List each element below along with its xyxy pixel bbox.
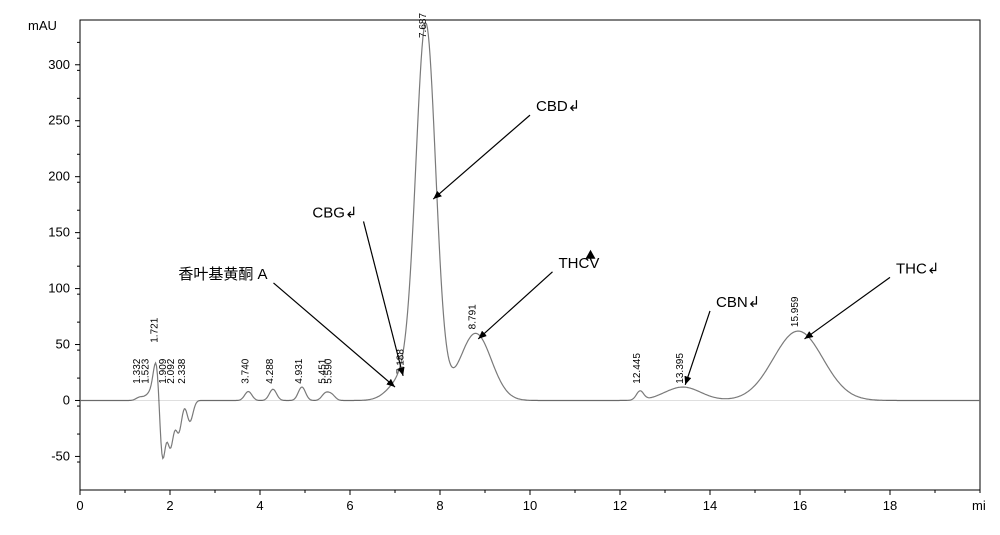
svg-text:8.791: 8.791 bbox=[468, 304, 479, 329]
svg-text:0: 0 bbox=[76, 498, 83, 513]
svg-text:3.740: 3.740 bbox=[240, 358, 251, 383]
x-axis-label: mi bbox=[972, 498, 986, 513]
svg-text:4.931: 4.931 bbox=[294, 358, 305, 383]
chart-svg: -50050100150200250300024681012141618 1.3… bbox=[0, 0, 1000, 535]
svg-text:300: 300 bbox=[48, 57, 70, 72]
svg-text:7.687: 7.687 bbox=[418, 13, 429, 38]
peak-labels: 1.3321.5231.7211.9092.0922.3383.7404.288… bbox=[132, 13, 801, 384]
svg-text:1.523: 1.523 bbox=[141, 358, 152, 383]
svg-text:2.092: 2.092 bbox=[166, 358, 177, 383]
svg-text:8: 8 bbox=[436, 498, 443, 513]
svg-text:4.288: 4.288 bbox=[265, 358, 276, 383]
svg-text:6: 6 bbox=[346, 498, 353, 513]
svg-text:16: 16 bbox=[793, 498, 807, 513]
svg-text:CBN↲: CBN↲ bbox=[716, 294, 760, 311]
svg-text:4: 4 bbox=[256, 498, 263, 513]
svg-text:200: 200 bbox=[48, 169, 70, 184]
svg-text:18: 18 bbox=[883, 498, 897, 513]
svg-text:50: 50 bbox=[56, 337, 70, 352]
curve bbox=[80, 23, 980, 459]
svg-text:14: 14 bbox=[703, 498, 717, 513]
svg-text:100: 100 bbox=[48, 281, 70, 296]
chromatogram-chart: { "chart": { "type": "line", "background… bbox=[0, 0, 1000, 535]
svg-text:250: 250 bbox=[48, 113, 70, 128]
svg-text:150: 150 bbox=[48, 225, 70, 240]
svg-text:CBG↲: CBG↲ bbox=[312, 204, 357, 221]
svg-text:10: 10 bbox=[523, 498, 537, 513]
svg-text:5.590: 5.590 bbox=[324, 358, 335, 383]
svg-text:13.395: 13.395 bbox=[675, 353, 686, 384]
svg-text:15.959: 15.959 bbox=[790, 296, 801, 327]
svg-text:0: 0 bbox=[63, 392, 70, 407]
svg-text:2: 2 bbox=[166, 498, 173, 513]
svg-text:-50: -50 bbox=[51, 448, 70, 463]
svg-text:12: 12 bbox=[613, 498, 627, 513]
svg-text:CBD↲: CBD↲ bbox=[536, 98, 580, 115]
annotations: 香叶基黄酮 ACBG↲CBD↲THCVCBN↲THC↲ bbox=[178, 98, 939, 387]
svg-text:THC↲: THC↲ bbox=[896, 260, 939, 277]
y-axis-label: mAU bbox=[28, 18, 57, 33]
svg-text:12.445: 12.445 bbox=[632, 353, 643, 384]
svg-text:2.338: 2.338 bbox=[177, 358, 188, 383]
svg-text:1.721: 1.721 bbox=[149, 317, 160, 342]
svg-text:香叶基黄酮 A: 香叶基黄酮 A bbox=[178, 266, 267, 283]
